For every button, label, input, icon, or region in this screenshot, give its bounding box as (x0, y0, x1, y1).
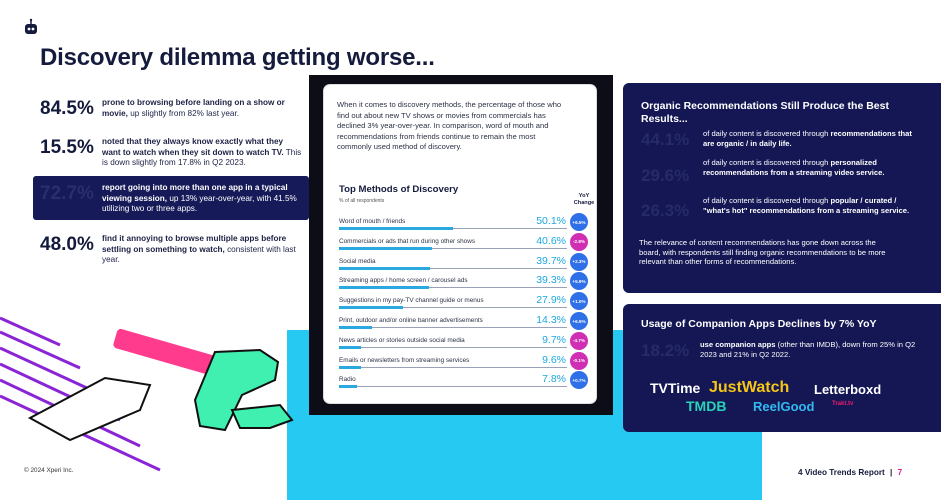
chart-row: Print, outdoor and/or online banner adve… (339, 312, 594, 337)
footer-separator: | (890, 468, 893, 477)
chart-bar (339, 286, 429, 290)
chart-category-label: News articles or stories outside social … (339, 336, 465, 344)
stat-text: find it annoying to browse multiple apps… (102, 234, 296, 264)
robot-icon (25, 18, 37, 34)
chart-bar (339, 385, 357, 389)
chart-category-label: Suggestions in my pay-TV channel guide o… (339, 297, 484, 305)
chart-track (339, 386, 567, 388)
yoy-change-badge: +0.7% (570, 371, 588, 390)
chart-value-label: 14.3% (536, 314, 566, 326)
brand-reelgood-logo: ReelGood (753, 399, 815, 414)
yoy-header: YoY Change (573, 193, 595, 206)
stat-number: 72.7% (40, 183, 94, 204)
organic-text: of daily content is discovered through r… (703, 129, 912, 148)
organic-footer: The relevance of content recommendations… (639, 238, 886, 267)
chart-category-label: Social media (339, 257, 376, 265)
stat-text: noted that they always know exactly what… (102, 137, 302, 167)
chart-bar (339, 365, 361, 369)
brand-tmdb-logo: TMDB (686, 398, 727, 414)
companion-number: 18.2% (641, 341, 690, 360)
organic-text: of daily content is discovered through p… (703, 158, 885, 177)
companion-title: Usage of Companion Apps Declines by 7% Y… (641, 318, 877, 330)
yoy-change-badge: +5.9% (570, 272, 588, 291)
yoy-change-badge: +6.5% (570, 213, 588, 231)
brand-trakt-logo: Trakt.tv (832, 401, 854, 407)
stat-multiple-apps: 72.7% report going into more than one ap… (40, 183, 305, 215)
chart-row: Radio 7.8% +0.7% (339, 371, 594, 396)
brand-letterboxd-logo: Letterboxd (814, 382, 882, 397)
chart-bar (339, 266, 430, 270)
chart-track (339, 307, 567, 309)
stat-number: 48.0% (40, 234, 94, 255)
brand-justwatch-logo: JustWatch (709, 379, 790, 396)
stat-number: 15.5% (40, 137, 94, 158)
stat-browsing: 84.5% prone to browsing before landing o… (40, 98, 305, 124)
organic-number: 29.6% (641, 166, 690, 185)
chart-row: Emails or newsletters from streaming ser… (339, 351, 594, 377)
chart-value-label: 27.9% (536, 294, 566, 307)
chart-category-label: Radio (339, 376, 356, 384)
chart-category-label: Emails or newsletters from streaming ser… (339, 356, 470, 364)
chart-track (339, 267, 567, 269)
chart-value-label: 7.8% (542, 373, 566, 386)
page-title: Discovery dilemma getting worse... (40, 44, 435, 71)
chart-value-label: 50.1% (536, 215, 566, 227)
chart-category-label: Print, outdoor and/or online banner adve… (339, 317, 483, 324)
chart-value-label: 9.7% (542, 333, 566, 346)
chart-subtitle: % of all respondents (339, 198, 385, 204)
chart-track (339, 346, 567, 348)
page-number: 7 (897, 468, 903, 477)
chart-category-label: Commercials or ads that run during other… (339, 237, 476, 245)
yoy-change-badge: -2.8% (570, 232, 588, 251)
companion-text: use companion apps (other than IMDB), do… (700, 340, 916, 359)
document-intro: When it comes to discovery methods, the … (337, 100, 562, 151)
chart-row: Streaming apps / home screen / carousel … (339, 272, 594, 297)
organic-recommendations-panel (623, 83, 941, 293)
copyright: © 2024 Xperi Inc. (24, 467, 74, 474)
document-card (324, 85, 596, 403)
yoy-change-badge: +1.0% (570, 292, 588, 311)
stat-number: 84.5% (40, 98, 94, 119)
companion-apps-panel (623, 304, 941, 432)
chart-category-label: Streaming apps / home screen / carousel … (339, 277, 468, 285)
chart-bar (339, 345, 362, 349)
chart-value-label: 9.6% (542, 353, 566, 366)
highlight-box (33, 176, 309, 220)
chart-track (339, 287, 567, 289)
yoy-change-badge: -0.1% (570, 351, 588, 370)
chart-row: Commercials or ads that run during other… (339, 232, 594, 258)
organic-number: 44.1% (641, 130, 690, 149)
page-footer: 4 Video Trends Report | 7 (798, 468, 902, 477)
chart-track (339, 366, 567, 368)
chart-bar (339, 306, 403, 310)
brand-tvtime-logo: TVTime (650, 380, 701, 396)
chart-row: Word of mouth / friends 50.1% +6.5% (339, 213, 594, 238)
chart-value-label: 39.3% (536, 274, 566, 287)
chart-value-label: 39.7% (536, 254, 566, 267)
chart-track (339, 247, 567, 249)
chart-value-label: 40.6% (536, 234, 566, 247)
organic-text: of daily content is discovered through p… (703, 196, 910, 215)
report-name: 4 Video Trends Report (798, 468, 885, 477)
stat-text: prone to browsing before landing on a sh… (102, 98, 285, 118)
yoy-change-badge: +2.3% (570, 252, 588, 271)
stat-annoying-browse: 48.0% find it annoying to browse multipl… (40, 234, 305, 266)
stat-know-what-to-watch: 15.5% noted that they always know exactl… (40, 137, 305, 169)
yoy-change-badge: -4.7% (570, 331, 588, 350)
yoy-change-badge: +6.5% (570, 312, 588, 330)
chart-bar (339, 246, 432, 250)
chart-category-label: Word of mouth / friends (339, 218, 406, 225)
chart-row: News articles or stories outside social … (339, 331, 594, 357)
chart-row: Suggestions in my pay-TV channel guide o… (339, 292, 594, 317)
chart-track (339, 327, 567, 328)
organic-number: 26.3% (641, 201, 690, 220)
stat-text: report going into more than one app in a… (102, 183, 297, 213)
chart-bar (339, 326, 372, 329)
chart-title: Top Methods of Discovery (339, 184, 459, 195)
chart-row: Social media 39.7% +2.3% (339, 252, 594, 278)
organic-title: Organic Recommendations Still Produce th… (641, 100, 889, 125)
chart-bar (339, 227, 454, 230)
